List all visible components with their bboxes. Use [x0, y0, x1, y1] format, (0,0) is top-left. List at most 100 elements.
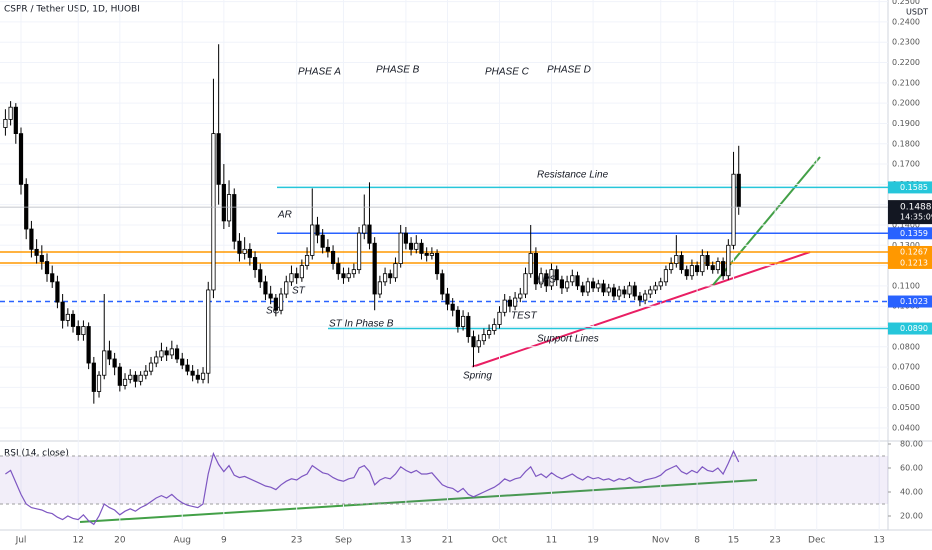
last-price-label: 0.1488	[900, 203, 932, 213]
y-tick-label: 0.2300	[892, 38, 920, 47]
x-tick-label: Oct	[492, 536, 508, 546]
level-label-box	[888, 245, 932, 258]
candle-body	[3, 118, 8, 128]
candle-body	[497, 311, 502, 325]
candle-body	[565, 281, 570, 289]
y-tick-label: 0.1400	[892, 220, 920, 229]
candle-body	[736, 173, 741, 208]
candle-body	[169, 348, 174, 356]
rsi-tick-label: 80.00	[900, 439, 923, 448]
candle-body	[700, 255, 705, 273]
candle-body	[466, 315, 471, 338]
candle-body	[294, 273, 299, 279]
candle-body	[356, 232, 362, 271]
candle-body	[726, 244, 731, 277]
candle-body	[154, 356, 159, 364]
candle-body	[70, 313, 76, 327]
candle-body	[50, 273, 55, 283]
candle-body	[377, 281, 382, 295]
candle-body	[663, 269, 669, 283]
candle-body	[190, 370, 195, 376]
candle-body	[200, 372, 206, 380]
candle-body	[278, 293, 284, 311]
annotation: PHASE D	[547, 65, 591, 76]
rsi-tick-label: 20.00	[900, 511, 923, 520]
candle-body	[143, 370, 148, 376]
candle-body	[195, 374, 200, 380]
candle-body	[148, 362, 154, 372]
candle-body	[107, 350, 112, 360]
x-tick-label: 12	[72, 536, 83, 546]
candle-body	[60, 301, 65, 321]
x-tick-label: Aug	[173, 536, 191, 546]
annotation: ST	[292, 286, 306, 297]
level-label-box	[888, 181, 932, 194]
candle-body	[263, 281, 268, 295]
candle-body	[34, 248, 39, 256]
candle-body	[128, 374, 133, 380]
x-tick-label: 15	[728, 536, 739, 546]
candle-body	[18, 133, 24, 185]
y-tick-label: 0.1100	[892, 281, 920, 290]
candle-body	[429, 253, 434, 256]
candle-body	[445, 293, 450, 305]
candle-body	[185, 364, 190, 372]
candle-body	[351, 269, 356, 275]
candle-body	[674, 255, 679, 264]
y-tick-label: 0.1900	[892, 119, 920, 128]
currency: USDT	[906, 8, 928, 17]
candle-body	[695, 265, 700, 273]
y-tick-label: 0.0800	[892, 342, 920, 351]
candle-body	[102, 350, 107, 376]
x-tick-label: 9	[221, 536, 227, 546]
candle-body	[408, 242, 414, 250]
candle-body	[299, 265, 304, 279]
candle-body	[502, 299, 507, 313]
candle-body	[481, 334, 486, 342]
level-label: 0.1213	[900, 258, 928, 267]
chart-title: CSPR / Tether USD, 1D, HUOBI	[4, 5, 140, 15]
candle-body	[705, 255, 710, 266]
candle-body	[596, 283, 601, 289]
candle-body	[617, 289, 622, 297]
candle-body	[434, 253, 440, 275]
candle-body	[455, 309, 460, 327]
candle-body	[622, 289, 627, 295]
candle-body	[632, 285, 637, 297]
annotation: SC	[266, 306, 281, 317]
x-tick-label: Dec	[808, 536, 825, 546]
level-label-box	[888, 227, 932, 240]
candle-body	[398, 232, 403, 264]
y-tick-label: 0.1800	[892, 139, 920, 148]
candle-body	[440, 273, 445, 295]
candle-body	[65, 313, 70, 321]
candle-body	[450, 303, 455, 311]
candle-body	[523, 273, 528, 295]
level-label-box	[888, 295, 932, 308]
candle-body	[372, 242, 377, 295]
countdown: 14:35:09	[900, 213, 932, 222]
level-label: 0.1267	[900, 247, 928, 256]
candle-body	[91, 362, 96, 392]
candle-body	[559, 279, 565, 289]
candle-body	[715, 261, 721, 271]
candle-body	[570, 275, 575, 283]
candle-body	[492, 324, 497, 331]
candle-body	[611, 287, 617, 297]
candle-body	[388, 273, 393, 279]
y-tick-label: 0.2100	[892, 78, 920, 87]
annotation: TEST	[511, 311, 537, 322]
rsi-band	[0, 455, 888, 504]
candle-body	[554, 269, 559, 281]
candle-body	[221, 183, 226, 222]
candle-body	[24, 183, 29, 230]
candle-body	[533, 253, 538, 285]
x-tick-label: 8	[694, 536, 700, 546]
y-tick-label: 0.2200	[892, 58, 920, 67]
candle-body	[419, 242, 424, 254]
candle-body	[518, 293, 523, 299]
support-trend-line	[471, 251, 811, 368]
candle-body	[289, 273, 294, 283]
candle-body	[414, 242, 419, 250]
candle-body	[591, 281, 596, 289]
